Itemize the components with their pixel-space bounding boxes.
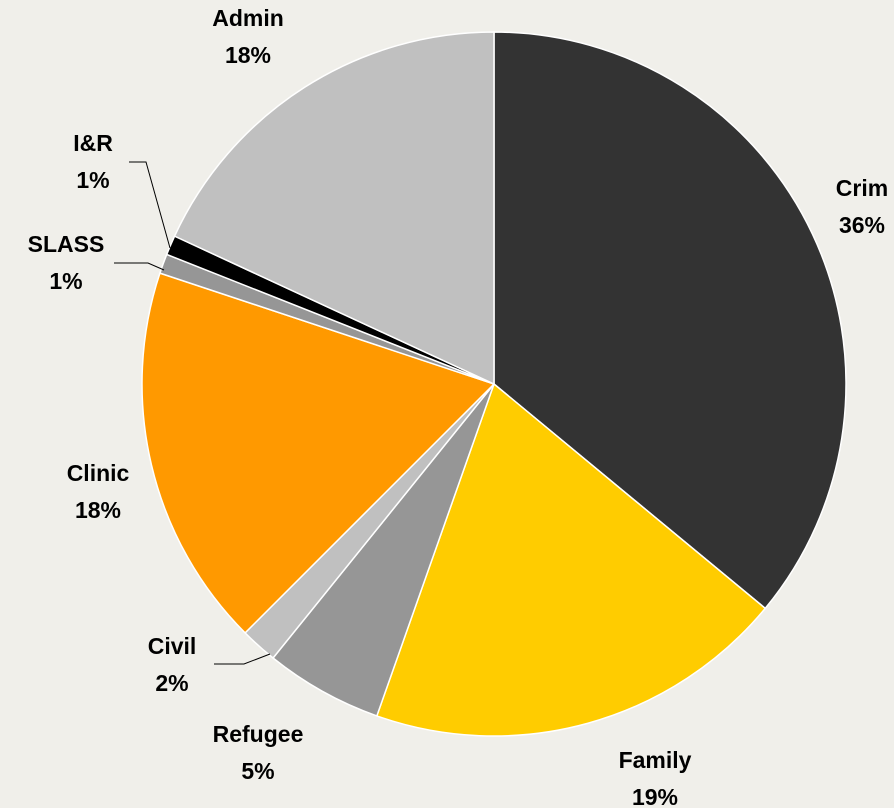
slice-label-crim: Crim [836, 175, 888, 201]
slice-percent-refugee: 5% [241, 758, 274, 784]
pie-slice-family [376, 383, 766, 737]
slice-percent-admin: 18% [225, 42, 271, 68]
slice-label-family: Family [619, 747, 692, 773]
slice-label-refugee: Refugee [213, 721, 304, 747]
slice-percent-clinic: 18% [75, 497, 121, 523]
slice-label-civil: Civil [148, 633, 197, 659]
slice-label-clinic: Clinic [67, 460, 130, 486]
slice-percent-family: 19% [632, 784, 678, 808]
pie-slice-admin [173, 31, 495, 385]
slice-percent-slass: 1% [49, 268, 82, 294]
slice-percent-crim: 36% [839, 212, 885, 238]
slice-percent-civil: 2% [155, 670, 188, 696]
leader-line-civil [214, 653, 271, 665]
pie-slice-crim [493, 31, 847, 610]
slice-label-slass: SLASS [28, 231, 105, 257]
leader-line-slass [114, 262, 165, 271]
slice-percent-iandr: 1% [76, 167, 109, 193]
slices-layer [141, 31, 847, 737]
leader-lines-layer [114, 161, 271, 665]
pie-slice-clinic [141, 272, 495, 634]
slice-label-iandr: I&R [73, 130, 113, 156]
slice-label-admin: Admin [212, 5, 284, 31]
leader-line-iandr [129, 161, 171, 249]
labels-layer: Crim 36% Family 19% Refugee 5% Civil 2% Clinic 18… [28, 5, 889, 808]
